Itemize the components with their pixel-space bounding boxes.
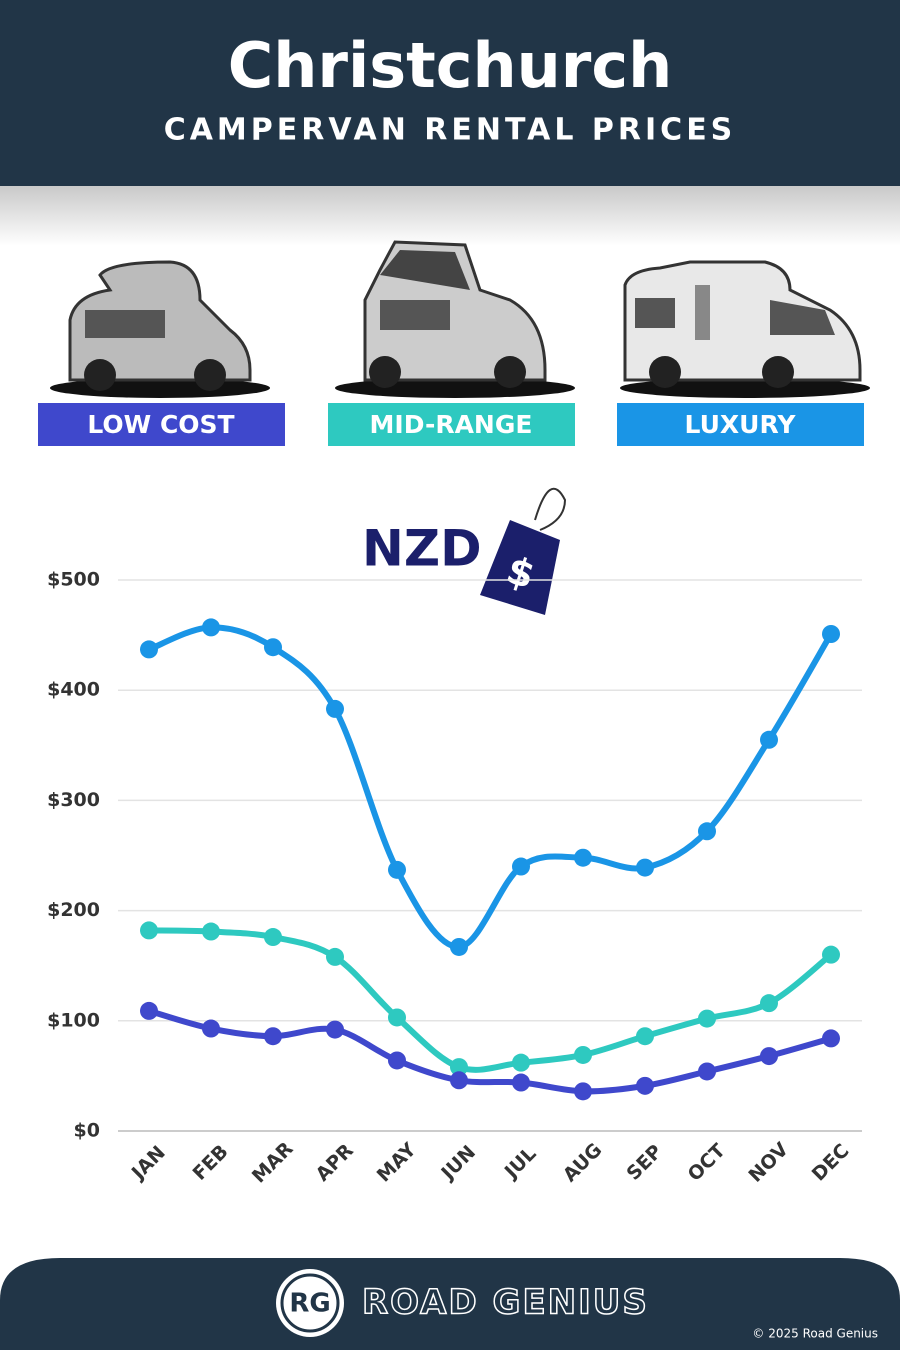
data-point [636, 1027, 654, 1046]
data-point [822, 945, 840, 964]
series-line [146, 927, 834, 1073]
data-point [574, 848, 592, 867]
data-point [450, 1058, 468, 1077]
x-tick-label: NOV [745, 1138, 793, 1186]
data-point [636, 1076, 654, 1095]
data-point [140, 640, 158, 659]
data-point [698, 822, 716, 841]
data-point [512, 1053, 530, 1072]
data-point [760, 730, 778, 749]
x-tick-label: JUL [499, 1143, 540, 1184]
data-point [326, 699, 344, 718]
x-tick-label: FEB [189, 1141, 233, 1185]
data-point [264, 638, 282, 657]
line-chart: $0 $100 $200 $300 $400 $500 JAN FEB MAR APR MAY JUN… [38, 403, 864, 1187]
data-point [450, 937, 468, 956]
x-tick-label: JUN [436, 1141, 480, 1185]
data-point [512, 857, 530, 876]
data-point [140, 1001, 158, 1020]
logo-text: RG [289, 1289, 330, 1319]
x-tick-label: MAY [373, 1139, 421, 1187]
y-tick-label: $400 [47, 679, 100, 701]
brand: ROAD GENIUS [362, 1283, 649, 1323]
x-tick-label: APR [312, 1139, 358, 1185]
data-point [388, 1051, 406, 1070]
x-tick-label: SEP [623, 1140, 667, 1184]
series-line [146, 1007, 834, 1095]
logo-ring [280, 1273, 340, 1333]
currency-label: NZD [362, 520, 482, 578]
x-tick-label: OCT [684, 1140, 730, 1186]
footer-bg [0, 1258, 900, 1350]
data-point [450, 1071, 468, 1090]
y-tick-label: $100 [47, 1009, 100, 1031]
data-point [698, 1062, 716, 1081]
legend-label: LOW COST [87, 410, 234, 439]
data-point [140, 921, 158, 940]
data-point [388, 1008, 406, 1027]
subtitle: CAMPERVAN RENTAL PRICES [164, 113, 737, 148]
x-tick-label: MAR [248, 1138, 298, 1188]
data-point [574, 1045, 592, 1064]
data-point [574, 1082, 592, 1101]
y-tick-label: $300 [47, 789, 100, 811]
data-point [822, 624, 840, 643]
data-point [636, 858, 654, 877]
x-tick-label: JAN [126, 1142, 170, 1186]
data-point [264, 1027, 282, 1046]
logo-circle [276, 1269, 344, 1337]
series-line [146, 624, 834, 950]
legend-label: LUXURY [685, 410, 797, 439]
x-tick-label: AUG [559, 1139, 606, 1186]
y-tick-label: $0 [74, 1120, 100, 1142]
data-point [202, 922, 220, 941]
header-shadow [0, 186, 900, 246]
data-point [822, 1029, 840, 1048]
data-point [202, 618, 220, 637]
legend-swatch [38, 403, 285, 446]
data-point [264, 928, 282, 947]
data-point [202, 1019, 220, 1038]
x-tick-label: DEC [808, 1140, 854, 1186]
copyright: © 2025 Road Genius [752, 1327, 878, 1341]
header-bg [0, 0, 900, 186]
y-tick-label: $500 [47, 569, 100, 591]
data-point [326, 1020, 344, 1039]
data-point [388, 860, 406, 879]
nzd-tag: NZD $ [362, 487, 567, 615]
data-point [760, 994, 778, 1013]
title: Christchurch [228, 29, 673, 102]
data-point [698, 1009, 716, 1028]
legend-label: MID-RANGE [370, 410, 533, 439]
data-point [760, 1047, 778, 1066]
y-tick-label: $200 [47, 899, 100, 921]
legend-swatch [617, 403, 864, 446]
legend-swatch [328, 403, 575, 446]
data-point [512, 1073, 530, 1092]
van-illustrations [50, 240, 870, 398]
data-point [326, 947, 344, 966]
